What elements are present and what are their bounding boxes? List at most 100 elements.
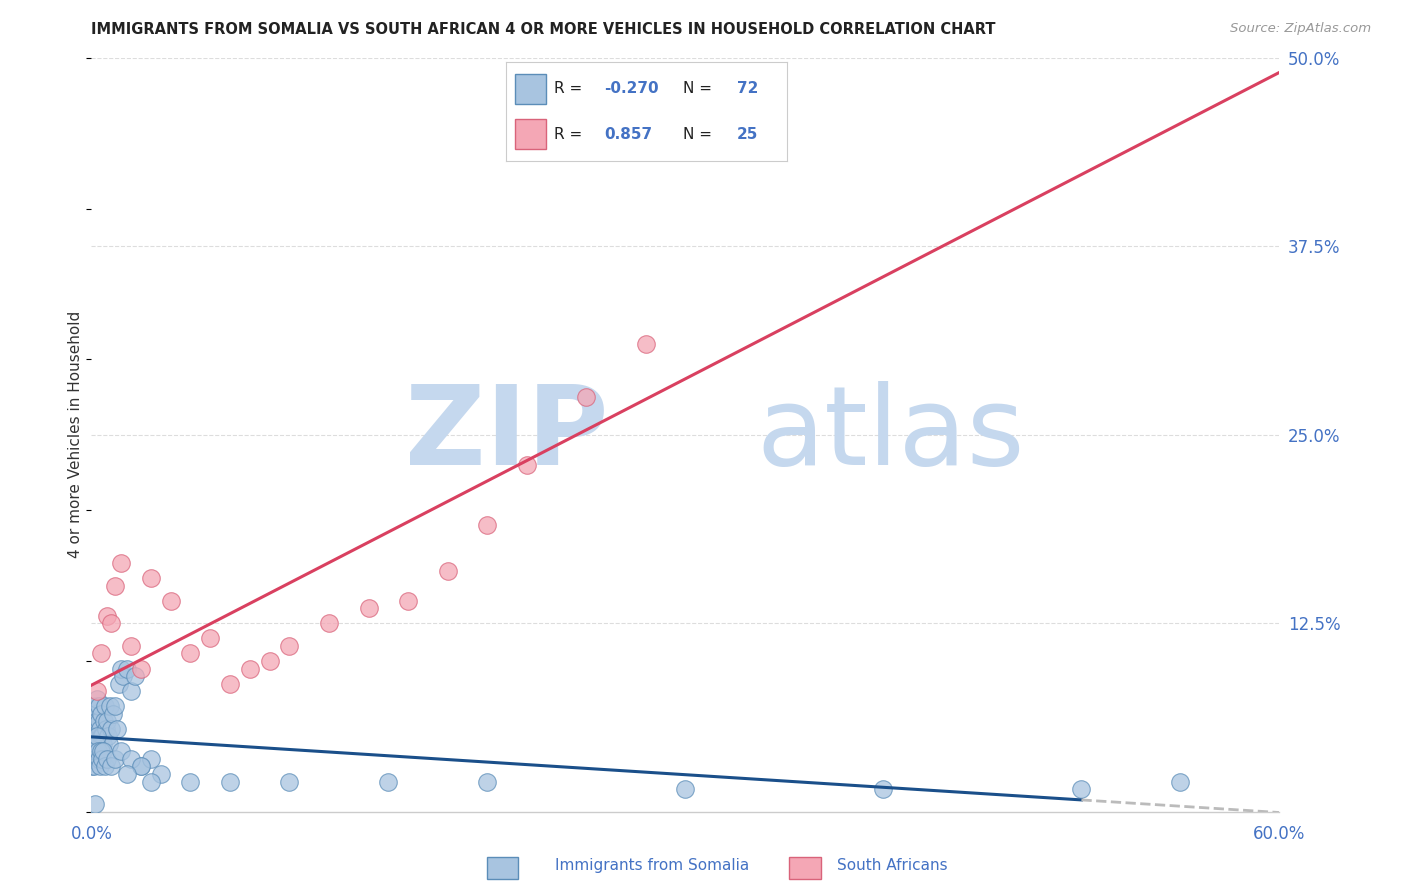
Point [104,579,127,593]
Point [91,730,114,744]
Point [673,782,696,797]
Point [84,797,107,812]
Point [86,714,108,729]
Point [93,714,115,729]
Point [318,616,340,631]
Point [94,699,117,714]
Point [110,744,132,758]
Point [120,684,142,698]
Point [82,730,104,744]
Point [89,752,111,766]
Point [219,676,242,690]
Point [124,669,146,683]
Point [96,722,118,736]
Text: ZIP: ZIP [405,382,609,488]
Text: IMMIGRANTS FROM SOMALIA VS SOUTH AFRICAN 4 OR MORE VEHICLES IN HOUSEHOLD CORRELA: IMMIGRANTS FROM SOMALIA VS SOUTH AFRICAN… [91,22,995,37]
Point [396,593,419,607]
Point [259,654,281,668]
Point [87,714,110,729]
Point [377,774,399,789]
Point [84,744,107,758]
Point [115,661,138,675]
Point [94,759,117,773]
Text: atlas: atlas [756,382,1025,488]
Point [115,767,138,781]
Point [82,714,104,729]
Point [100,616,122,631]
Text: N =: N = [683,81,717,96]
Point [139,774,162,789]
Point [219,774,242,789]
Y-axis label: 4 or more Vehicles in Household: 4 or more Vehicles in Household [67,311,83,558]
Point [82,759,104,773]
Point [91,744,114,758]
Point [91,752,114,766]
Point [139,752,162,766]
Point [84,744,107,758]
Point [87,744,110,758]
Point [98,737,121,751]
Point [120,639,142,653]
Point [436,564,458,578]
Point [86,684,108,698]
Point [149,767,172,781]
Point [83,699,105,714]
Point [112,669,135,683]
Point [129,661,152,675]
Point [129,759,152,773]
Point [90,706,112,721]
Point [129,759,152,773]
Text: 0.857: 0.857 [605,127,652,142]
Point [84,730,107,744]
Point [89,759,111,773]
Point [139,571,162,585]
Point [91,737,114,751]
Point [87,737,110,751]
Point [86,737,108,751]
Point [516,458,538,472]
Bar [486,857,519,879]
Point [89,699,111,714]
Point [634,337,657,351]
Point [278,774,301,789]
Text: 72: 72 [737,81,758,96]
Point [90,744,112,758]
Text: R =: R = [554,81,588,96]
Point [86,691,108,706]
Point [104,699,127,714]
Bar [515,74,546,103]
Text: R =: R = [554,127,592,142]
Point [96,608,118,623]
Point [83,759,105,773]
Bar [515,120,546,149]
Point [89,722,111,736]
Point [1170,774,1192,789]
Point [110,661,132,675]
Point [100,722,122,736]
Point [1070,782,1092,797]
Point [87,730,110,744]
Point [100,759,122,773]
Point [105,722,128,736]
Point [1170,36,1192,50]
Point [159,593,181,607]
Point [86,722,108,736]
Text: N =: N = [683,127,717,142]
Point [239,661,262,675]
Point [278,639,301,653]
Point [357,601,380,615]
Point [101,706,124,721]
Text: Immigrants from Somalia: Immigrants from Somalia [555,858,749,872]
Point [198,632,221,646]
Text: 25: 25 [737,127,758,142]
Point [86,730,108,744]
Text: Source: ZipAtlas.com: Source: ZipAtlas.com [1230,22,1371,36]
Point [96,752,118,766]
Point [179,647,201,661]
Text: -0.270: -0.270 [605,81,659,96]
Point [179,774,201,789]
Text: South Africans: South Africans [837,858,948,872]
Point [90,647,112,661]
Point [98,699,121,714]
Point [90,730,112,744]
